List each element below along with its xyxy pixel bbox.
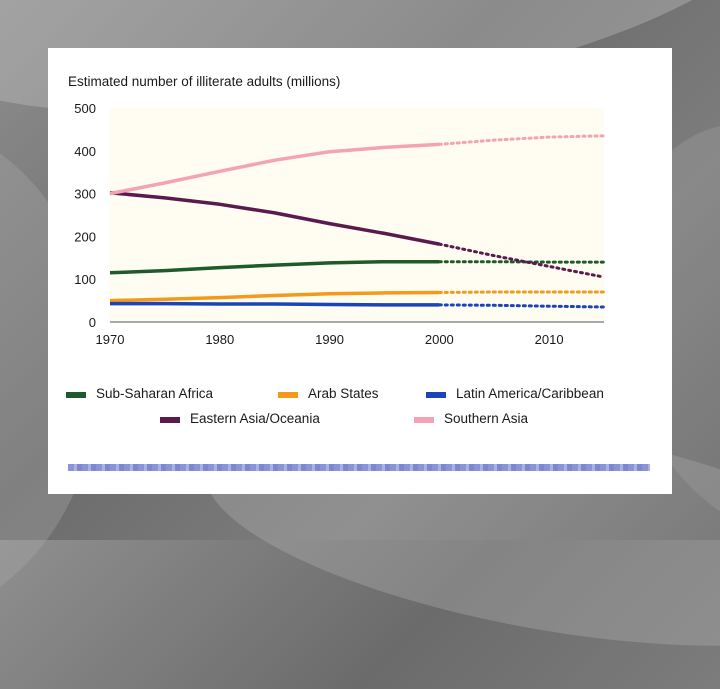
footer-decoration-bar bbox=[68, 464, 650, 471]
legend-label: Latin America/Caribbean bbox=[456, 386, 604, 401]
x-tick-label: 1970 bbox=[96, 332, 125, 347]
x-tick-label: 1980 bbox=[205, 332, 234, 347]
legend-swatch bbox=[414, 417, 434, 423]
legend-label: Southern Asia bbox=[444, 411, 529, 426]
legend-label: Eastern Asia/Oceania bbox=[190, 411, 320, 426]
line-chart: Estimated number of illiterate adults (m… bbox=[48, 48, 672, 494]
legend-swatch bbox=[66, 392, 86, 398]
y-tick-label: 0 bbox=[89, 315, 96, 330]
legend-label: Sub-Saharan Africa bbox=[96, 386, 214, 401]
legend: Sub-Saharan Africa Arab States Latin Ameri… bbox=[66, 386, 604, 426]
legend-swatch bbox=[160, 417, 180, 423]
x-tick-label: 2010 bbox=[535, 332, 564, 347]
y-tick-label: 400 bbox=[74, 144, 96, 159]
legend-label: Arab States bbox=[308, 386, 379, 401]
x-tick-label: 2000 bbox=[425, 332, 454, 347]
chart-title: Estimated number of illiterate adults (m… bbox=[68, 74, 340, 89]
legend-swatch bbox=[278, 392, 298, 398]
chart-slide: Estimated number of illiterate adults (m… bbox=[48, 48, 672, 494]
x-tick-label: 1990 bbox=[315, 332, 344, 347]
y-axis: 0 100 200 300 400 500 bbox=[74, 101, 96, 330]
y-tick-label: 500 bbox=[74, 101, 96, 116]
legend-swatch bbox=[426, 392, 446, 398]
y-tick-label: 200 bbox=[74, 229, 96, 244]
x-axis: 1970 1980 1990 2000 2010 bbox=[96, 322, 604, 347]
y-tick-label: 300 bbox=[74, 187, 96, 202]
plot-area bbox=[110, 108, 604, 322]
series-line bbox=[110, 304, 439, 305]
y-tick-label: 100 bbox=[74, 272, 96, 287]
